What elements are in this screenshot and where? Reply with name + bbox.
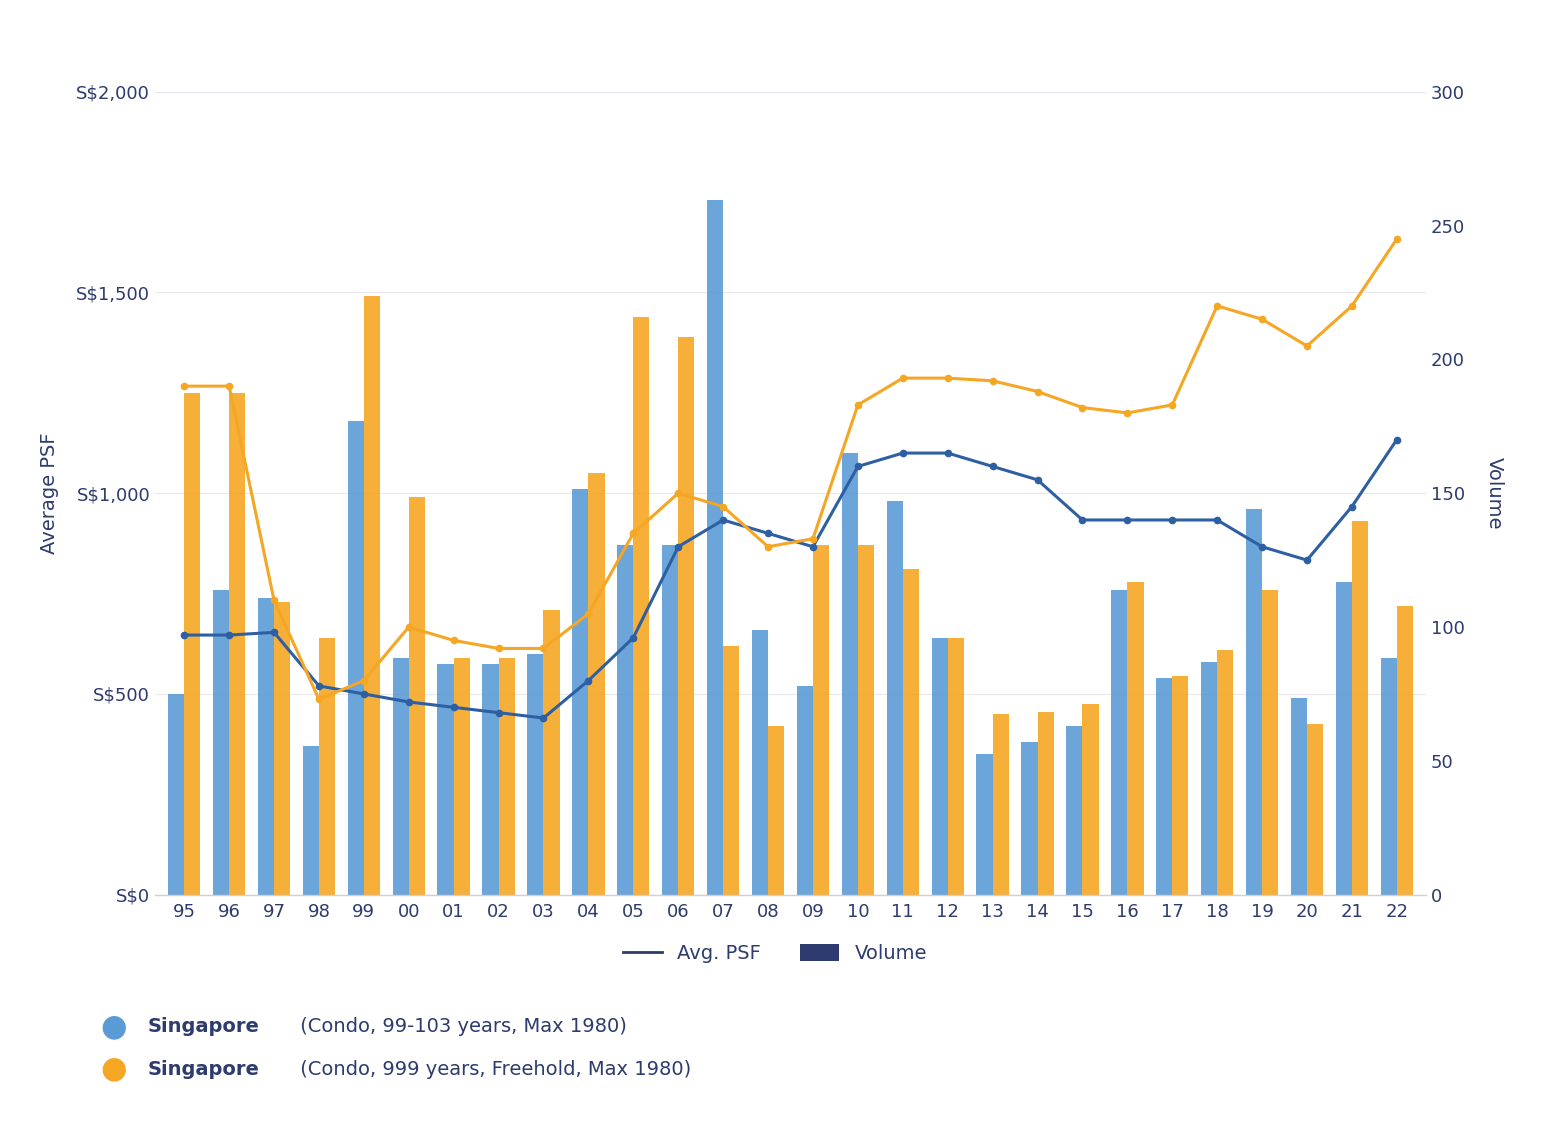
Bar bbox=[1172, 676, 1189, 895]
Bar bbox=[662, 546, 679, 895]
Bar bbox=[752, 630, 769, 895]
Bar bbox=[274, 601, 290, 895]
Bar bbox=[902, 569, 919, 895]
Bar bbox=[1352, 521, 1369, 895]
Bar bbox=[1037, 712, 1054, 895]
Bar bbox=[992, 713, 1009, 895]
Bar bbox=[409, 498, 425, 895]
Bar bbox=[212, 590, 229, 895]
Bar bbox=[1201, 662, 1217, 895]
Text: Singapore: Singapore bbox=[147, 1017, 259, 1036]
Bar bbox=[347, 421, 364, 895]
Bar bbox=[1156, 678, 1172, 895]
Text: Singapore: Singapore bbox=[147, 1060, 259, 1078]
Bar bbox=[887, 501, 902, 895]
Bar bbox=[1336, 582, 1352, 895]
Bar bbox=[302, 747, 319, 895]
Y-axis label: Average PSF: Average PSF bbox=[40, 432, 59, 554]
Bar bbox=[499, 658, 515, 895]
Bar bbox=[1381, 658, 1397, 895]
Bar bbox=[392, 658, 409, 895]
Bar bbox=[1217, 649, 1234, 895]
Bar bbox=[527, 654, 544, 895]
Bar bbox=[364, 296, 380, 895]
Bar bbox=[1111, 590, 1127, 895]
Bar bbox=[679, 337, 694, 895]
Bar bbox=[797, 686, 812, 895]
Legend: Avg. PSF, Volume: Avg. PSF, Volume bbox=[615, 936, 935, 972]
Bar bbox=[932, 638, 947, 895]
Bar bbox=[437, 664, 454, 895]
Bar bbox=[812, 546, 829, 895]
Bar bbox=[1127, 582, 1144, 895]
Text: ●: ● bbox=[101, 1012, 127, 1041]
Bar bbox=[724, 646, 739, 895]
Bar bbox=[1307, 724, 1324, 895]
Bar bbox=[976, 755, 992, 895]
Bar bbox=[617, 546, 634, 895]
Bar bbox=[167, 694, 184, 895]
Bar bbox=[229, 392, 245, 895]
Y-axis label: Volume: Volume bbox=[1485, 457, 1503, 530]
Bar bbox=[947, 638, 964, 895]
Bar bbox=[184, 392, 200, 895]
Bar bbox=[1291, 697, 1307, 895]
Bar bbox=[257, 598, 274, 895]
Bar bbox=[1021, 742, 1037, 895]
Bar bbox=[1397, 606, 1414, 895]
Bar bbox=[857, 546, 874, 895]
Bar bbox=[544, 610, 560, 895]
Bar bbox=[769, 726, 784, 895]
Bar bbox=[707, 200, 724, 895]
Bar bbox=[589, 473, 604, 895]
Text: ●: ● bbox=[101, 1054, 127, 1084]
Bar bbox=[1066, 726, 1082, 895]
Bar bbox=[842, 453, 857, 895]
Bar bbox=[1082, 704, 1099, 895]
Bar bbox=[319, 638, 335, 895]
Bar bbox=[634, 317, 649, 895]
Bar bbox=[482, 664, 499, 895]
Text: (Condo, 99-103 years, Max 1980): (Condo, 99-103 years, Max 1980) bbox=[294, 1017, 628, 1036]
Text: (Condo, 999 years, Freehold, Max 1980): (Condo, 999 years, Freehold, Max 1980) bbox=[294, 1060, 691, 1078]
Bar bbox=[572, 489, 589, 895]
Bar bbox=[454, 658, 470, 895]
Bar bbox=[1246, 509, 1262, 895]
Bar bbox=[1262, 590, 1279, 895]
